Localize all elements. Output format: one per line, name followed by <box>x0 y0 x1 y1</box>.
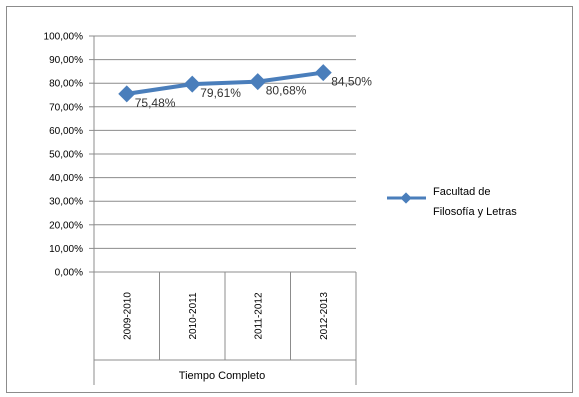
data-point-marker <box>249 73 267 91</box>
y-tick-label: 90,00% <box>49 55 83 66</box>
gridlines <box>89 35 356 273</box>
data-point-marker <box>118 85 136 103</box>
y-tick-label: 100,00% <box>44 32 84 43</box>
data-point-marker <box>314 64 332 82</box>
y-tick-label: 10,00% <box>49 244 83 255</box>
data-labels: 75,48% 79,61% 80,68% 84,50% <box>135 75 373 110</box>
y-tick-label: 50,00% <box>49 150 83 161</box>
y-tick-label: 60,00% <box>49 126 83 137</box>
y-tick-label: 70,00% <box>49 102 83 113</box>
x-tick-label: 2011-2012 <box>253 292 264 340</box>
x-tick-label: 2012-2013 <box>319 292 330 340</box>
data-point-label: 84,50% <box>331 75 372 89</box>
legend-label-line1: Facultad de <box>433 186 490 198</box>
data-point-label: 79,61% <box>200 86 241 100</box>
chart-frame <box>6 6 573 393</box>
x-axis: 2009-2010 2010-2011 2011-2012 2012-2013 <box>93 272 357 385</box>
y-tick-label: 20,00% <box>49 220 83 231</box>
x-axis-group-title: Tiempo Completo <box>179 370 265 382</box>
data-point-label: 75,48% <box>135 96 176 110</box>
legend-label-line2: Filosofía y Letras <box>433 206 517 218</box>
legend: Facultad de Filosofía y Letras <box>387 186 517 218</box>
y-tick-label: 80,00% <box>49 79 83 90</box>
x-tick-label: 2009-2010 <box>122 292 133 340</box>
y-axis-ticks: 0,00% 10,00% 20,00% 30,00% 40,00% 50,00% 60,00… <box>44 32 84 279</box>
series-group <box>118 64 332 103</box>
y-tick-label: 0,00% <box>55 268 83 279</box>
legend-marker <box>400 192 412 204</box>
data-point-marker <box>183 75 201 93</box>
y-tick-label: 40,00% <box>49 173 83 184</box>
y-tick-label: 30,00% <box>49 197 83 208</box>
data-point-label: 80,68% <box>266 84 307 98</box>
series-line <box>126 70 324 96</box>
x-tick-label: 2010-2011 <box>188 292 199 340</box>
